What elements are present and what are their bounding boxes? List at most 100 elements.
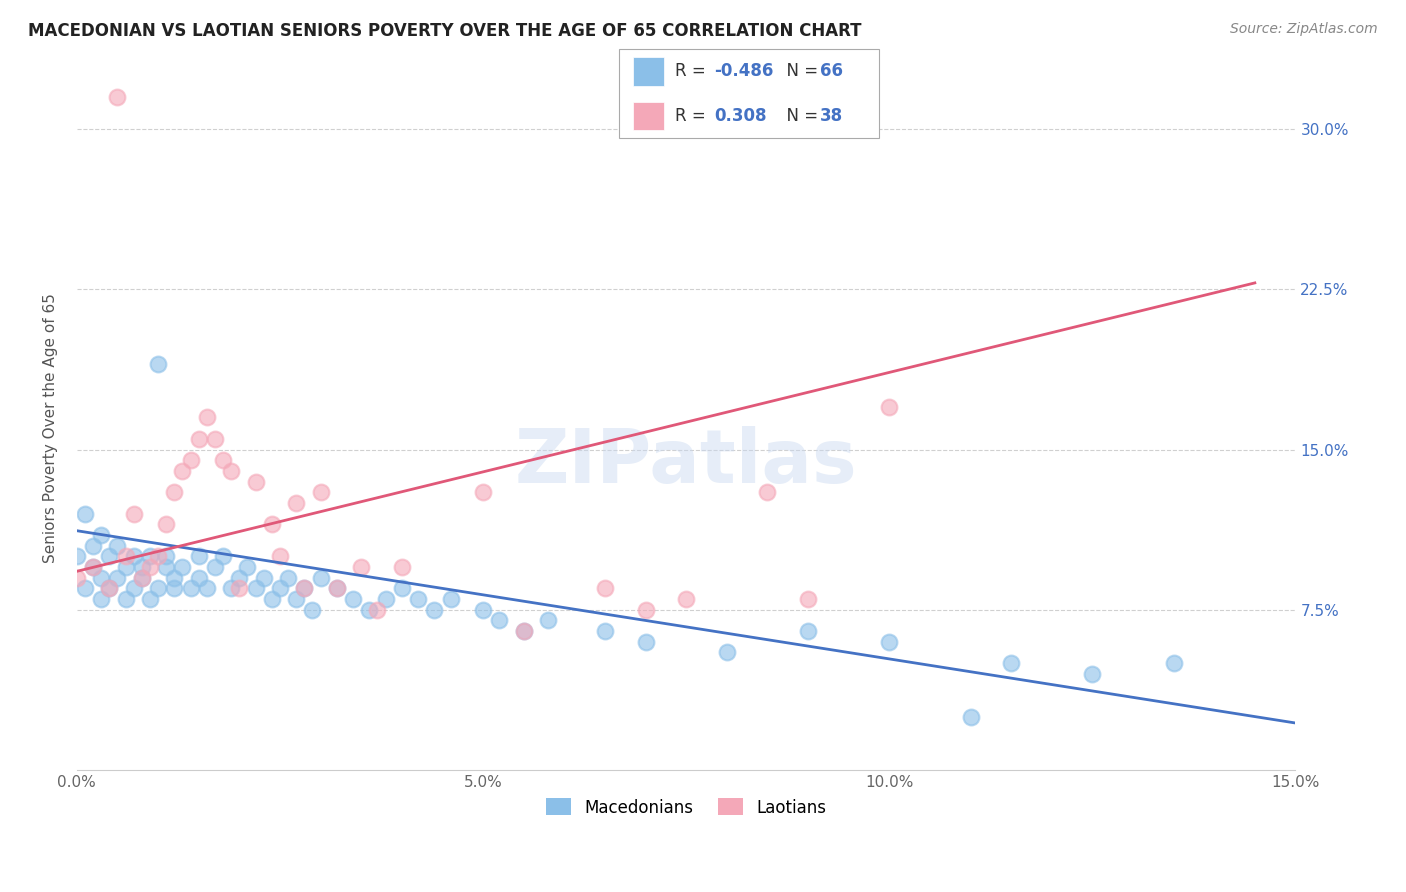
- Macedonians: [488, 614, 510, 628]
- Macedonians: [342, 592, 364, 607]
- Laotians: [172, 464, 194, 478]
- Macedonians: [326, 582, 349, 596]
- Macedonians: [98, 549, 121, 564]
- Macedonians: [260, 592, 283, 607]
- Macedonians: [98, 582, 121, 596]
- Laotians: [634, 603, 657, 617]
- Macedonians: [204, 560, 226, 574]
- Macedonians: [90, 528, 112, 542]
- Text: -0.486: -0.486: [714, 62, 773, 80]
- Macedonians: [309, 571, 332, 585]
- Macedonians: [163, 571, 186, 585]
- Laotians: [107, 90, 129, 104]
- Macedonians: [716, 645, 738, 659]
- Macedonians: [82, 560, 104, 574]
- Macedonians: [187, 571, 209, 585]
- Laotians: [98, 582, 121, 596]
- Laotians: [114, 549, 136, 564]
- Macedonians: [90, 592, 112, 607]
- Laotians: [204, 432, 226, 446]
- Macedonians: [90, 571, 112, 585]
- Laotians: [66, 571, 89, 585]
- Macedonians: [537, 614, 560, 628]
- Macedonians: [107, 539, 129, 553]
- Macedonians: [439, 592, 461, 607]
- Text: 66: 66: [820, 62, 842, 80]
- Laotians: [146, 549, 169, 564]
- Text: N =: N =: [776, 62, 824, 80]
- Macedonians: [1081, 666, 1104, 681]
- Macedonians: [146, 582, 169, 596]
- Macedonians: [139, 592, 162, 607]
- Text: R =: R =: [675, 107, 716, 125]
- Macedonians: [1163, 656, 1185, 670]
- Macedonians: [374, 592, 396, 607]
- Laotians: [245, 475, 267, 489]
- Macedonians: [131, 571, 153, 585]
- Laotians: [309, 485, 332, 500]
- Text: Source: ZipAtlas.com: Source: ZipAtlas.com: [1230, 22, 1378, 37]
- Macedonians: [1000, 656, 1022, 670]
- Text: 0.308: 0.308: [714, 107, 766, 125]
- Laotians: [797, 122, 820, 136]
- Laotians: [391, 560, 413, 574]
- Laotians: [285, 496, 308, 510]
- Macedonians: [131, 560, 153, 574]
- Laotians: [260, 517, 283, 532]
- Macedonians: [959, 709, 981, 723]
- Text: N =: N =: [776, 107, 824, 125]
- Laotians: [675, 592, 697, 607]
- Macedonians: [359, 603, 381, 617]
- Macedonians: [107, 571, 129, 585]
- Macedonians: [593, 624, 616, 639]
- Text: 38: 38: [820, 107, 842, 125]
- Macedonians: [219, 582, 242, 596]
- Macedonians: [122, 582, 145, 596]
- Macedonians: [82, 539, 104, 553]
- Laotians: [131, 571, 153, 585]
- Macedonians: [195, 582, 218, 596]
- Macedonians: [245, 582, 267, 596]
- Macedonians: [253, 571, 276, 585]
- Laotians: [593, 582, 616, 596]
- Legend: Macedonians, Laotians: Macedonians, Laotians: [538, 792, 834, 823]
- Laotians: [155, 517, 177, 532]
- Macedonians: [114, 560, 136, 574]
- Laotians: [187, 432, 209, 446]
- Macedonians: [406, 592, 429, 607]
- Macedonians: [285, 592, 308, 607]
- Macedonians: [236, 560, 259, 574]
- Laotians: [269, 549, 291, 564]
- Laotians: [228, 582, 250, 596]
- Laotians: [292, 582, 315, 596]
- Macedonians: [277, 571, 299, 585]
- Macedonians: [180, 582, 202, 596]
- Macedonians: [114, 592, 136, 607]
- Macedonians: [163, 582, 186, 596]
- Laotians: [472, 485, 495, 500]
- Laotians: [326, 582, 349, 596]
- Laotians: [366, 603, 388, 617]
- Laotians: [212, 453, 235, 467]
- Macedonians: [139, 549, 162, 564]
- Macedonians: [512, 624, 534, 639]
- Laotians: [163, 485, 186, 500]
- Macedonians: [797, 624, 820, 639]
- Laotians: [797, 592, 820, 607]
- Macedonians: [122, 549, 145, 564]
- Macedonians: [73, 582, 96, 596]
- Macedonians: [155, 549, 177, 564]
- Laotians: [512, 624, 534, 639]
- Macedonians: [292, 582, 315, 596]
- Macedonians: [66, 549, 89, 564]
- Laotians: [350, 560, 373, 574]
- Macedonians: [73, 507, 96, 521]
- Macedonians: [877, 635, 900, 649]
- Macedonians: [301, 603, 323, 617]
- Macedonians: [391, 582, 413, 596]
- Laotians: [756, 485, 779, 500]
- Text: MACEDONIAN VS LAOTIAN SENIORS POVERTY OVER THE AGE OF 65 CORRELATION CHART: MACEDONIAN VS LAOTIAN SENIORS POVERTY OV…: [28, 22, 862, 40]
- Laotians: [877, 400, 900, 414]
- Laotians: [82, 560, 104, 574]
- Laotians: [195, 410, 218, 425]
